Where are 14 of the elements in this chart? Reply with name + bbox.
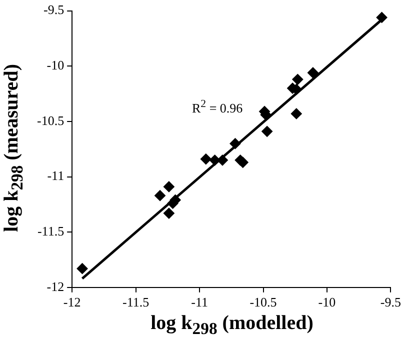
y-tick-label: -12 bbox=[46, 278, 64, 294]
x-tick-label: -11 bbox=[191, 294, 208, 310]
annotation: R$^{2}$ = 0.96 bbox=[192, 98, 243, 116]
y-tick-label: -10.5 bbox=[36, 112, 64, 128]
x-tick-label: -12 bbox=[63, 294, 81, 310]
x-tick-label: -11.5 bbox=[122, 294, 150, 310]
y-tick-label: -10 bbox=[46, 58, 64, 73]
x-tick-label: -10.5 bbox=[250, 294, 277, 310]
y-tick-label: -9.5 bbox=[43, 2, 64, 18]
x-tick-label: -9.5 bbox=[380, 294, 402, 310]
x-axis-title: log k$_{298}$ (modelled) bbox=[150, 312, 314, 339]
y-tick-label: -11 bbox=[47, 168, 64, 184]
y-tick-label: -11.5 bbox=[37, 224, 64, 238]
x-tick-label: -10 bbox=[318, 294, 336, 310]
